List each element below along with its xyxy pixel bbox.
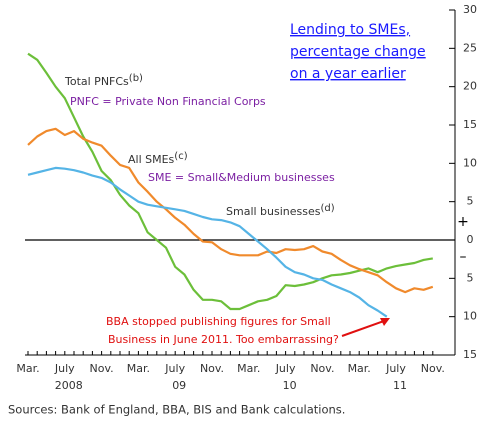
y-tick-label: 5 — [467, 195, 474, 208]
x-tick-label: Mar. — [348, 362, 371, 375]
annotation-text: Small businesses — [226, 205, 321, 218]
x-tick-label: July — [54, 362, 75, 375]
annotation: PNFC = Private Non Financial Corps — [70, 95, 266, 108]
annotation-sup: (d) — [321, 203, 335, 214]
annotation-sup: (c) — [174, 151, 187, 162]
x-tick-label: July — [164, 362, 185, 375]
annotation-sup: (b) — [129, 73, 143, 84]
arrow — [341, 320, 385, 337]
x-tick-label: Mar. — [16, 362, 39, 375]
x-year-label: 09 — [172, 379, 186, 392]
x-tick-label: Mar. — [127, 362, 150, 375]
annotation: All SMEs(c) — [128, 151, 188, 166]
plot: 30 25 20 15 10 5 0 5 10 15 Mar. July 2008 Nov. Mar. Jul… — [16, 3, 477, 392]
annotation: BBA stopped publishing figures for Small — [106, 315, 331, 328]
y-tick-label: 15 — [463, 118, 477, 131]
sign-label: – — [460, 249, 467, 265]
sign-label: + — [457, 214, 469, 230]
annotation-text: Total PNFCs — [64, 75, 129, 88]
x-tick-label: Nov. — [310, 362, 334, 375]
source: Sources: Bank of England, BBA, BIS and B… — [8, 403, 345, 417]
series-line — [27, 127, 434, 294]
series-line — [27, 52, 433, 311]
chart-title: percentage change — [290, 44, 426, 60]
y-tick-label: 5 — [467, 271, 474, 284]
y-tick-label: 15 — [463, 348, 477, 361]
x-tick-label: Nov. — [200, 362, 224, 375]
annotation: Business in June 2011. Too embarrassing? — [108, 333, 339, 346]
series-line — [27, 166, 388, 318]
chart-title: on a year earlier — [290, 66, 406, 82]
y-tick-label: 20 — [463, 80, 477, 93]
y-tick-label: 10 — [463, 156, 477, 169]
x-tick-label: Mar. — [237, 362, 260, 375]
annotation: SME = Small&Medium businesses — [148, 171, 335, 184]
annotation-text: All SMEs — [128, 153, 175, 166]
annotation: Small businesses(d) — [226, 203, 335, 218]
chart-title: Lending to SMEs, — [290, 22, 410, 38]
annotation: Total PNFCs(b) — [64, 73, 143, 88]
arrow-head — [380, 318, 390, 326]
y-tick-label: 10 — [463, 310, 477, 323]
x-tick-label: July — [385, 362, 406, 375]
y-tick-label: 25 — [463, 41, 477, 54]
x-tick-label: Nov. — [421, 362, 445, 375]
x-year-label: 11 — [393, 379, 407, 392]
x-year-label: 10 — [283, 379, 297, 392]
y-tick-label: 30 — [463, 3, 477, 16]
x-tick-label: Nov. — [90, 362, 114, 375]
x-year-label: 2008 — [55, 379, 83, 392]
x-tick-label: July — [275, 362, 296, 375]
y-tick-label: 0 — [467, 233, 474, 246]
